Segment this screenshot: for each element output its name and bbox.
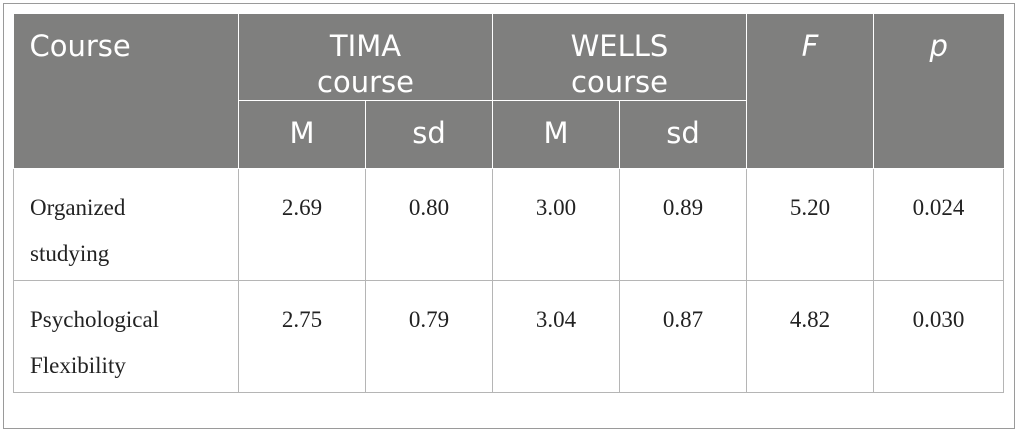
subheader-cell: M bbox=[238, 100, 366, 169]
table-cell: Organized studying bbox=[13, 168, 239, 281]
table-cell: 4.82 bbox=[746, 280, 874, 393]
subheader-cell: sd bbox=[365, 100, 493, 169]
header-cell: Course bbox=[13, 13, 239, 169]
header-text: p bbox=[929, 29, 948, 63]
table-cell: 3.04 bbox=[492, 280, 620, 393]
table-cell: Psychological Flexibility bbox=[13, 280, 239, 393]
table-cell: 0.87 bbox=[619, 280, 747, 393]
frame bbox=[3, 3, 1015, 429]
header-cell: p bbox=[873, 13, 1004, 169]
header-cell: TIMA course bbox=[238, 13, 493, 101]
table-cell: 0.79 bbox=[365, 280, 493, 393]
table-cell: 5.20 bbox=[746, 168, 874, 281]
header-cell: F bbox=[746, 13, 874, 169]
table-cell: 0.80 bbox=[365, 168, 493, 281]
row-label: Organized studying bbox=[30, 195, 126, 266]
table-body: Organized studying 2.69 0.80 3.00 0.89 5.20 0.… bbox=[13, 168, 1004, 393]
subheader-cell: M bbox=[492, 100, 620, 169]
table-row: Psychological Flexibility 2.75 0.79 3.04 0.8… bbox=[13, 280, 1004, 393]
row-label: Psychological Flexibility bbox=[30, 307, 160, 378]
header-text: F bbox=[801, 29, 819, 63]
subheader-row: M sd M sd bbox=[14, 100, 1004, 169]
table-cell: 2.75 bbox=[238, 280, 366, 393]
subheader-cell: sd bbox=[619, 100, 747, 169]
table: Course TIMA course WELLS course F p M sd… bbox=[13, 13, 1004, 393]
header-text: TIMA course bbox=[317, 29, 414, 99]
table-cell: 3.00 bbox=[492, 168, 620, 281]
table-cell: 0.024 bbox=[873, 168, 1004, 281]
header-text: WELLS course bbox=[570, 29, 669, 99]
table-cell: 0.030 bbox=[873, 280, 1004, 393]
header-cell: WELLS course bbox=[492, 13, 747, 101]
table-row: Organized studying 2.69 0.80 3.00 0.89 5.20 0.… bbox=[13, 168, 1004, 281]
header-row: Course TIMA course WELLS course F p bbox=[13, 13, 1004, 169]
table-cell: 0.89 bbox=[619, 168, 747, 281]
table-cell: 2.69 bbox=[238, 168, 366, 281]
